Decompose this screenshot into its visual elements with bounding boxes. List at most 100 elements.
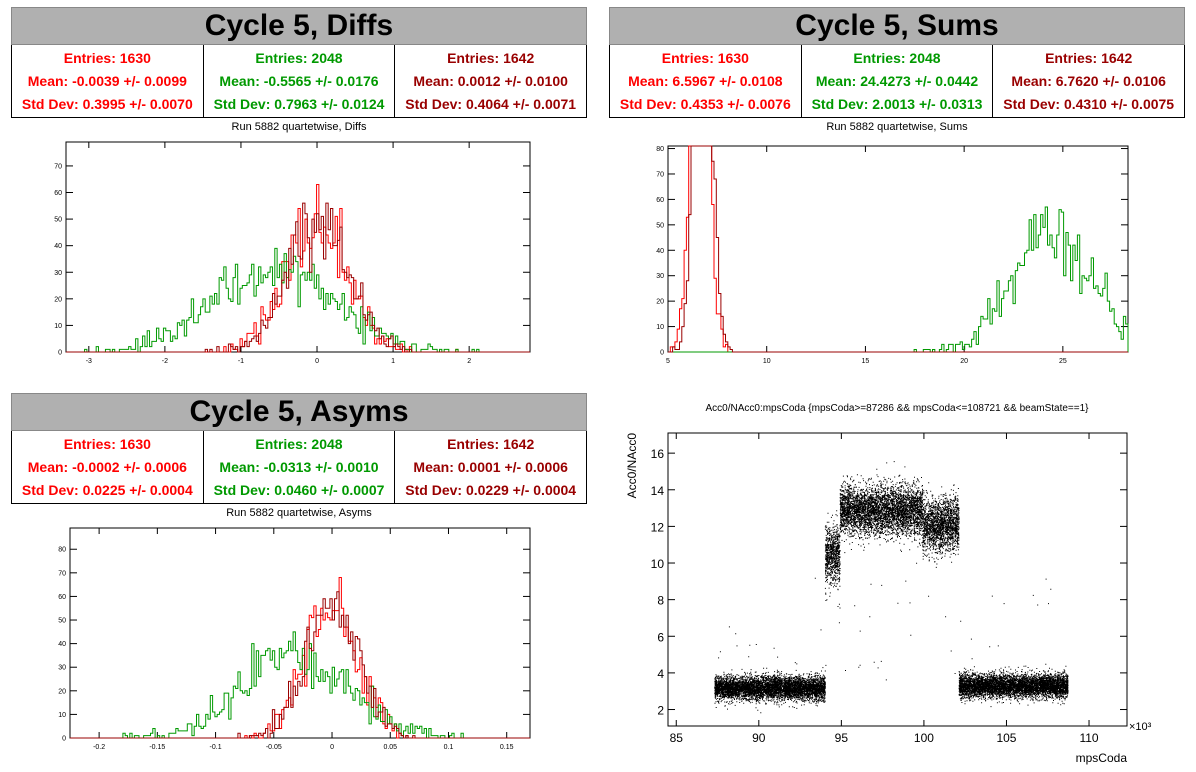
sums-banner: Cycle 5, Sums [609, 7, 1185, 45]
diffs-ytick-label: 30 [54, 270, 62, 277]
sums-stats-box: Entries: 1630 Mean: 6.5967 +/- 0.0108 St… [609, 45, 1185, 118]
scatter-frame [667, 432, 1128, 727]
asyms-ytick-label: 10 [58, 712, 66, 719]
sums-series-1 [668, 206, 1129, 353]
asyms-banner: Cycle 5, Asyms [11, 393, 587, 431]
stat-entries: Entries: 1642 [1045, 50, 1133, 67]
sums-stat-darkred: Entries: 1642 Mean: 6.7620 +/- 0.0106 St… [993, 45, 1184, 117]
diffs-stat-darkred: Entries: 1642 Mean: 0.0012 +/- 0.0100 St… [395, 45, 586, 117]
asyms-ytick-label: 80 [58, 547, 66, 554]
asyms-xtick-label: 0.1 [444, 744, 454, 751]
sums-xtick-label: 10 [763, 358, 771, 365]
asyms-ytick-label: 0 [62, 736, 66, 743]
sums-ytick-label: 20 [656, 299, 664, 306]
stat-entries: Entries: 2048 [255, 436, 343, 453]
diffs-ytick-label: 40 [54, 243, 62, 250]
sums-ytick-label: 0 [660, 350, 664, 357]
diffs-xtick-label: 2 [467, 358, 471, 365]
scatter-ytick-label: 4 [657, 667, 664, 681]
stat-entries: Entries: 2048 [853, 50, 941, 67]
diffs-frame [65, 141, 531, 353]
asyms-ytick-label: 20 [58, 688, 66, 695]
sums-xtick-label: 20 [960, 358, 968, 365]
scatter-ytick-label: 14 [651, 484, 665, 498]
diffs-ytick-label: 70 [54, 163, 62, 170]
stat-std: Std Dev: 0.0460 +/- 0.0007 [213, 481, 385, 498]
sums-xtick-label: 25 [1059, 358, 1067, 365]
asyms-stat-green: Entries: 2048 Mean: -0.0313 +/- 0.0010 S… [204, 431, 396, 503]
sums-ytick-label: 80 [656, 146, 664, 153]
stat-mean: Mean: 0.0012 +/- 0.0100 [413, 72, 568, 89]
stat-entries: Entries: 1630 [63, 50, 151, 67]
scatter-x-multiplier: ×10³ [1129, 721, 1152, 733]
scatter-ytick-label: 12 [651, 520, 665, 534]
scatter-xtick-label: 85 [670, 731, 684, 745]
stat-mean: Mean: 6.5967 +/- 0.0108 [628, 72, 783, 89]
sums-histogram: 5 10 15 20 25 0 10 20 30 40 50 60 70 80 [656, 145, 1129, 365]
scatter-ytick-label: 8 [657, 594, 664, 608]
stat-mean: Mean: -0.0039 +/- 0.0099 [27, 72, 187, 89]
diffs-xtick-label: -2 [162, 358, 168, 365]
asyms-stats-box: Entries: 1630 Mean: -0.0002 +/- 0.0006 S… [11, 431, 587, 504]
scatter-plot: 85 90 95 100 105 110 2 4 6 8 10 12 14 16 mpsCoda ×10³ Ac… [625, 432, 1152, 765]
diffs-xtick-label: 1 [391, 358, 395, 365]
sums-ytick-label: 40 [656, 248, 664, 255]
diffs-stats-box: Entries: 1630 Mean: -0.0039 +/- 0.0099 S… [11, 45, 587, 118]
asyms-ytick-label: 40 [58, 641, 66, 648]
diffs-xtick-label: 0 [315, 358, 319, 365]
asyms-ytick-label: 30 [58, 665, 66, 672]
scatter-xtick-label: 90 [752, 731, 766, 745]
scatter-ytick-label: 6 [657, 630, 664, 644]
stat-mean: Mean: -0.5565 +/- 0.0176 [219, 72, 379, 89]
scatter-xtick-label: 110 [1079, 731, 1098, 745]
stat-entries: Entries: 1642 [447, 436, 535, 453]
scatter-xtick-label: 95 [835, 731, 849, 745]
asyms-frame [69, 527, 531, 739]
stat-entries: Entries: 1642 [447, 50, 535, 67]
sums-xtick-label: 15 [862, 358, 870, 365]
asyms-ytick-label: 70 [58, 570, 66, 577]
diffs-xtick-label: -3 [86, 358, 92, 365]
scatter-ylabel: Acc0/NAcc0 [625, 433, 639, 499]
sums-ytick-label: 50 [656, 222, 664, 229]
asyms-ytick-label: 60 [58, 594, 66, 601]
stat-mean: Mean: 0.0001 +/- 0.0006 [413, 458, 568, 475]
scatter-xtick-label: 105 [996, 731, 1016, 745]
asyms-xtick-label: -0.15 [149, 744, 165, 751]
diffs-series-1 [66, 247, 530, 353]
stat-std: Std Dev: 0.0225 +/- 0.0004 [21, 481, 193, 498]
stat-std: Std Dev: 0.0229 +/- 0.0004 [405, 481, 577, 498]
stat-std: Std Dev: 2.0013 +/- 0.0313 [811, 95, 983, 112]
scatter-points [714, 461, 1069, 714]
stat-mean: Mean: -0.0313 +/- 0.0010 [219, 458, 379, 475]
sums-frame [667, 145, 1129, 353]
asyms-xtick-label: 0.15 [500, 744, 514, 751]
diffs-ytick-label: 0 [58, 350, 62, 357]
sums-xtick-label: 5 [666, 358, 670, 365]
diffs-series-2 [66, 202, 530, 353]
asyms-ytick-label: 50 [58, 618, 66, 625]
sums-ytick-label: 30 [656, 273, 664, 280]
asyms-stat-darkred: Entries: 1642 Mean: 0.0001 +/- 0.0006 St… [395, 431, 586, 503]
diffs-xtick-label: -1 [238, 358, 244, 365]
diffs-stat-green: Entries: 2048 Mean: -0.5565 +/- 0.0176 S… [204, 45, 396, 117]
diffs-ytick-label: 20 [54, 296, 62, 303]
sums-stat-red: Entries: 1630 Mean: 6.5967 +/- 0.0108 St… [610, 45, 802, 117]
stat-std: Std Dev: 0.3995 +/- 0.0070 [21, 95, 193, 112]
asyms-xtick-label: 0 [330, 744, 334, 751]
sums-plot-title: Run 5882 quartetwise, Sums [826, 121, 968, 133]
stat-mean: Mean: -0.0002 +/- 0.0006 [27, 458, 187, 475]
sums-stat-green: Entries: 2048 Mean: 24.4273 +/- 0.0442 S… [802, 45, 994, 117]
scatter-plot-title: Acc0/NAcc0:mpsCoda {mpsCoda>=87286 && mp… [705, 403, 1089, 414]
stat-std: Std Dev: 0.4064 +/- 0.0071 [405, 95, 577, 112]
diffs-ytick-label: 10 [54, 323, 62, 330]
sums-ytick-label: 10 [656, 324, 664, 331]
stat-entries: Entries: 1630 [661, 50, 749, 67]
diffs-ytick-label: 50 [54, 217, 62, 224]
asyms-plot-title: Run 5882 quartetwise, Asyms [226, 507, 372, 519]
diffs-stat-red: Entries: 1630 Mean: -0.0039 +/- 0.0099 S… [12, 45, 204, 117]
sums-ytick-label: 60 [656, 197, 664, 204]
diffs-banner: Cycle 5, Diffs [11, 7, 587, 45]
sums-series-0 [668, 145, 1128, 353]
